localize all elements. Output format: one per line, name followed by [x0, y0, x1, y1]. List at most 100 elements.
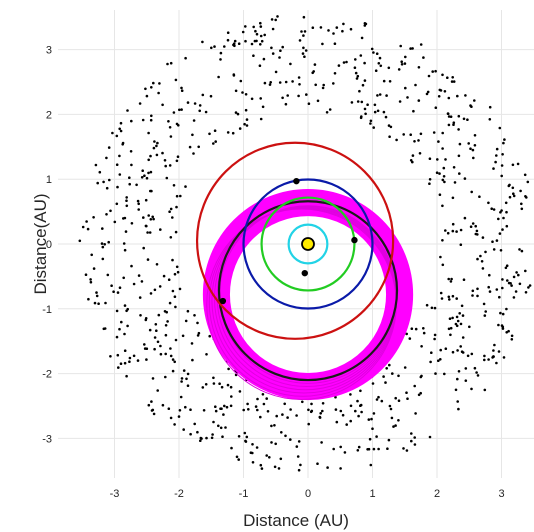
asteroid-point — [488, 118, 492, 121]
asteroid-point — [210, 46, 213, 50]
asteroid-point — [119, 362, 123, 366]
asteroid-point — [92, 267, 96, 270]
asteroid-point — [278, 56, 281, 59]
asteroid-point — [193, 422, 196, 426]
asteroid-point — [519, 189, 522, 193]
asteroid-point — [270, 18, 274, 21]
asteroid-point — [214, 140, 217, 143]
asteroid-point — [307, 102, 311, 105]
asteroid-point — [184, 56, 187, 60]
asteroid-point — [140, 176, 144, 179]
asteroid-point — [196, 321, 199, 325]
asteroid-point — [400, 60, 404, 63]
asteroid-point — [457, 407, 460, 411]
asteroid-point — [467, 142, 471, 145]
asteroid-point — [363, 79, 367, 82]
asteroid-point — [286, 94, 290, 97]
asteroid-point — [501, 228, 504, 231]
asteroid-point — [110, 284, 113, 288]
asteroid-point — [460, 304, 464, 308]
asteroid-point — [375, 435, 378, 438]
asteroid-point — [144, 317, 148, 320]
asteroid-point — [189, 408, 192, 412]
asteroid-point — [361, 83, 365, 87]
asteroid-point — [484, 310, 488, 313]
asteroid-point — [155, 153, 159, 157]
asteroid-point — [224, 426, 227, 429]
asteroid-point — [419, 43, 423, 46]
asteroid-point — [94, 163, 98, 167]
asteroid-point — [291, 80, 294, 83]
asteroid-point — [449, 333, 452, 337]
asteroid-point — [434, 69, 437, 73]
asteroid-point — [137, 274, 141, 277]
asteroid-point — [284, 80, 288, 84]
asteroid-point — [244, 108, 248, 112]
asteroid-point — [156, 141, 159, 145]
asteroid-point — [469, 225, 473, 228]
asteroid-point — [182, 428, 185, 431]
asteroid-point — [507, 329, 510, 333]
asteroid-point — [459, 345, 463, 348]
asteroid-point — [470, 105, 473, 108]
asteroid-point — [501, 278, 504, 281]
asteroid-point — [373, 110, 377, 114]
asteroid-point — [220, 385, 224, 389]
asteroid-point — [159, 352, 163, 356]
asteroid-point — [397, 374, 400, 378]
asteroid-point — [130, 163, 133, 167]
asteroid-point — [89, 280, 93, 284]
asteroid-point — [378, 56, 382, 60]
asteroid-point — [473, 134, 477, 137]
asteroid-point — [442, 166, 446, 170]
asteroid-point — [439, 348, 443, 352]
asteroid-point — [266, 410, 270, 413]
asteroid-point — [498, 126, 502, 130]
asteroid-point — [457, 370, 461, 373]
asteroid-point — [373, 103, 377, 107]
asteroid-point — [221, 435, 224, 439]
asteroid-point — [152, 412, 156, 416]
asteroid-point — [124, 230, 128, 233]
asteroid-point — [244, 93, 248, 96]
body-marker — [351, 236, 358, 244]
asteroid-point — [451, 196, 455, 200]
asteroid-point — [125, 374, 128, 378]
asteroid-point — [447, 96, 451, 100]
asteroid-point — [167, 278, 171, 282]
asteroid-point — [456, 94, 459, 98]
asteroid-point — [129, 150, 133, 153]
asteroid-point — [126, 109, 129, 112]
asteroid-point — [476, 257, 479, 261]
asteroid-point — [277, 467, 281, 470]
asteroid-point — [403, 366, 407, 369]
asteroid-point — [363, 107, 367, 111]
asteroid-point — [169, 347, 172, 350]
asteroid-point — [433, 333, 437, 337]
asteroid-point — [526, 180, 530, 184]
asteroid-point — [229, 404, 233, 408]
asteroid-point — [341, 29, 344, 33]
asteroid-point — [337, 64, 341, 67]
asteroid-point — [213, 45, 216, 48]
asteroid-point — [314, 83, 318, 87]
asteroid-point — [389, 125, 393, 129]
asteroid-point — [512, 296, 516, 299]
sun-marker — [301, 237, 315, 251]
asteroid-point — [219, 426, 223, 430]
asteroid-point — [132, 354, 136, 358]
asteroid-point — [417, 139, 420, 142]
asteroid-point — [185, 377, 188, 381]
asteroid-point — [382, 375, 385, 378]
asteroid-point — [377, 62, 381, 65]
asteroid-point — [251, 451, 254, 455]
asteroid-point — [145, 94, 149, 98]
asteroid-point — [259, 117, 263, 121]
asteroid-point — [479, 254, 482, 258]
asteroid-point — [271, 27, 275, 31]
asteroid-point — [147, 403, 151, 407]
asteroid-point — [419, 132, 423, 136]
asteroid-point — [366, 448, 369, 451]
asteroid-point — [488, 105, 492, 109]
